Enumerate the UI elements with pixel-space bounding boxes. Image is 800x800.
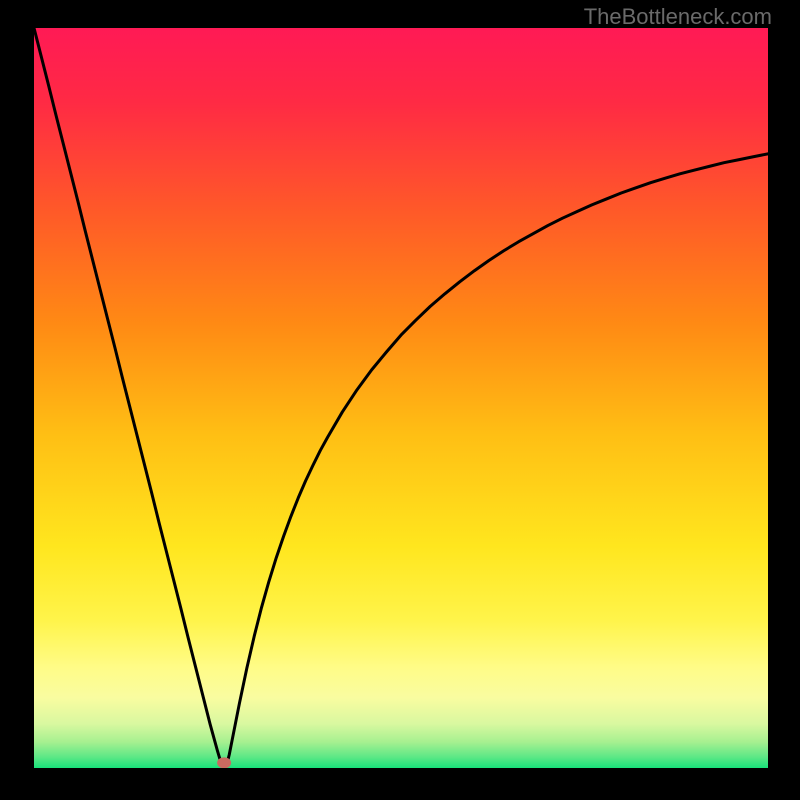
watermark-label: TheBottleneck.com <box>584 4 772 30</box>
chart-curve-svg <box>34 28 768 768</box>
bottleneck-curve-path <box>34 28 768 767</box>
plot-area <box>34 28 768 768</box>
chart-stage: TheBottleneck.com <box>0 0 800 800</box>
bottleneck-minimum-marker <box>217 757 231 768</box>
